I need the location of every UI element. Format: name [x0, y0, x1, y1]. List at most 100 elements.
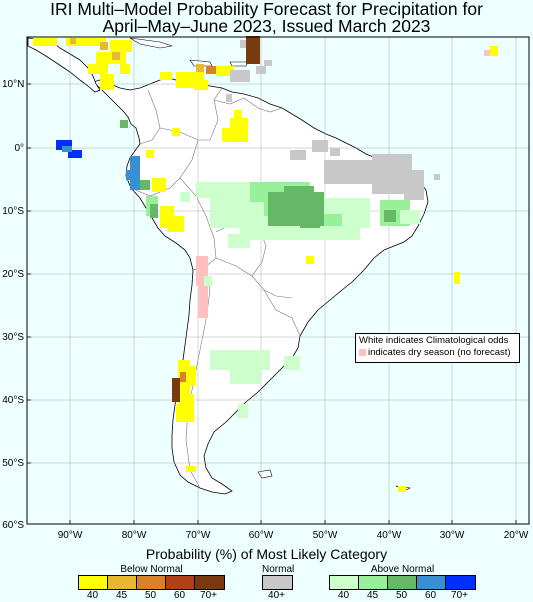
climatology-note: White indicates Climatological odds indi… [355, 333, 520, 363]
forecast-cell [222, 128, 234, 142]
forecast-cell [172, 128, 180, 136]
forecast-cell [230, 70, 250, 82]
legend-above-value: 45 [366, 590, 379, 601]
forecast-cell [228, 234, 250, 248]
legend-above-swatch-60 [417, 576, 446, 589]
forecast-cell [140, 180, 150, 190]
forecast-cell [198, 282, 208, 318]
forecast-cell [180, 372, 188, 382]
legend-above-swatch-40 [330, 576, 359, 589]
lon-label-90w: 90°W [57, 530, 83, 541]
legend-above-normal: Above Normal 40 45 50 60 70+ [329, 564, 476, 602]
legend-below-value: 60 [173, 590, 186, 601]
forecast-cell [300, 218, 320, 228]
lon-label-40w: 40°W [376, 530, 402, 541]
forecast-cell [186, 466, 196, 472]
lon-label-80w: 80°W [121, 530, 147, 541]
lat-label-60s: 60°S [2, 520, 24, 531]
legend-above-swatch-45 [359, 576, 388, 589]
forecast-cell [240, 40, 246, 48]
forecast-cell [226, 94, 232, 102]
legend-normal-swatches [262, 575, 293, 590]
note-line-dry-season: indicates dry season (no forecast) [368, 347, 511, 358]
forecast-cell [246, 36, 260, 64]
forecast-cell [70, 38, 76, 44]
legend-above-normal-swatches [329, 575, 476, 590]
forecast-cell [62, 146, 72, 152]
forecast-cell [56, 140, 72, 150]
forecast-cell [400, 210, 420, 224]
legend-normal-swatch-40 [263, 576, 292, 589]
legend-below-normal-label: Below Normal [120, 564, 183, 575]
map-title-line2: April–May–June 2023, Issued March 2023 [102, 16, 431, 36]
forecast-cell [204, 276, 212, 286]
forecast-cell [330, 148, 340, 156]
forecast-cell [484, 50, 490, 56]
forecast-cell [398, 486, 406, 492]
forecast-cell [238, 404, 248, 418]
note-line-climatology: White indicates Climatological odds [359, 335, 509, 346]
forecast-cell [112, 52, 120, 60]
legend-title: Probability (%) of Most Likely Category [145, 546, 388, 562]
forecast-cell [256, 66, 266, 74]
lat-label-10s: 10°S [2, 206, 24, 217]
forecast-cell [284, 186, 314, 198]
forecast-cell [454, 272, 460, 284]
forecast-cell [290, 150, 306, 160]
legend-below-normal: Below Normal 40 45 50 60 70+ [78, 564, 225, 602]
forecast-cell [96, 52, 126, 64]
legend-above-value: 60 [424, 590, 437, 601]
legend-normal: Normal 40+ [262, 564, 294, 602]
forecast-cell [152, 178, 166, 192]
forecast-cell [490, 46, 498, 56]
forecast-cell [33, 38, 57, 46]
forecast-cell [230, 360, 260, 384]
forecast-cell [126, 170, 132, 180]
legend-above-value: 50 [395, 590, 408, 601]
forecast-cell [234, 110, 242, 118]
lat-label-30s: 30°S [2, 332, 24, 343]
legend-below-values: 40 45 50 60 70+ [78, 590, 225, 602]
forecast-cell [110, 40, 132, 52]
legend-normal-label: Normal [262, 564, 295, 575]
legend-below-swatch-70 [195, 576, 224, 589]
lat-label-20s: 20°S [2, 269, 24, 280]
map-frame [26, 36, 530, 525]
lon-label-30w: 30°W [439, 530, 465, 541]
legend-below-value: 50 [144, 590, 157, 601]
forecast-cell [194, 80, 208, 90]
legend-below-normal-swatches [78, 575, 225, 590]
forecast-cell [120, 120, 128, 128]
forecast-cell [120, 64, 130, 74]
legend-normal-values: 40+ [262, 590, 294, 602]
forecast-cell [312, 140, 328, 152]
legend-above-values: 40 45 50 60 70+ [329, 590, 476, 602]
forecast-cell [100, 74, 114, 90]
forecast-cell [216, 66, 234, 76]
legend-above-value: 70+ [451, 590, 468, 601]
forecast-cell [186, 366, 196, 386]
forecast-cell [434, 174, 440, 180]
legend-below-value: 40 [86, 590, 99, 601]
legend-below-swatch-50 [137, 576, 166, 589]
forecast-cell [196, 64, 204, 72]
forecast-cell [146, 150, 154, 158]
forecast-cell [404, 170, 424, 200]
graticule [27, 37, 529, 524]
lat-label-10n: 10°N [2, 79, 25, 90]
legend-below-swatch-60 [166, 576, 195, 589]
forecast-cell [68, 150, 82, 158]
forecast-cell [172, 378, 180, 402]
forecast-cell [306, 256, 314, 264]
forecast-cell [100, 42, 108, 50]
falkland-islands [257, 469, 273, 479]
forecast-cell [206, 66, 216, 74]
legend-above-normal-label: Above Normal [370, 564, 435, 575]
forecast-cell [186, 394, 194, 404]
forecast-cell [180, 192, 190, 202]
lat-label-40s: 40°S [2, 395, 24, 406]
forecast-cell [324, 160, 374, 184]
legend-below-swatch-40 [79, 576, 108, 589]
forecast-cell [384, 210, 396, 222]
